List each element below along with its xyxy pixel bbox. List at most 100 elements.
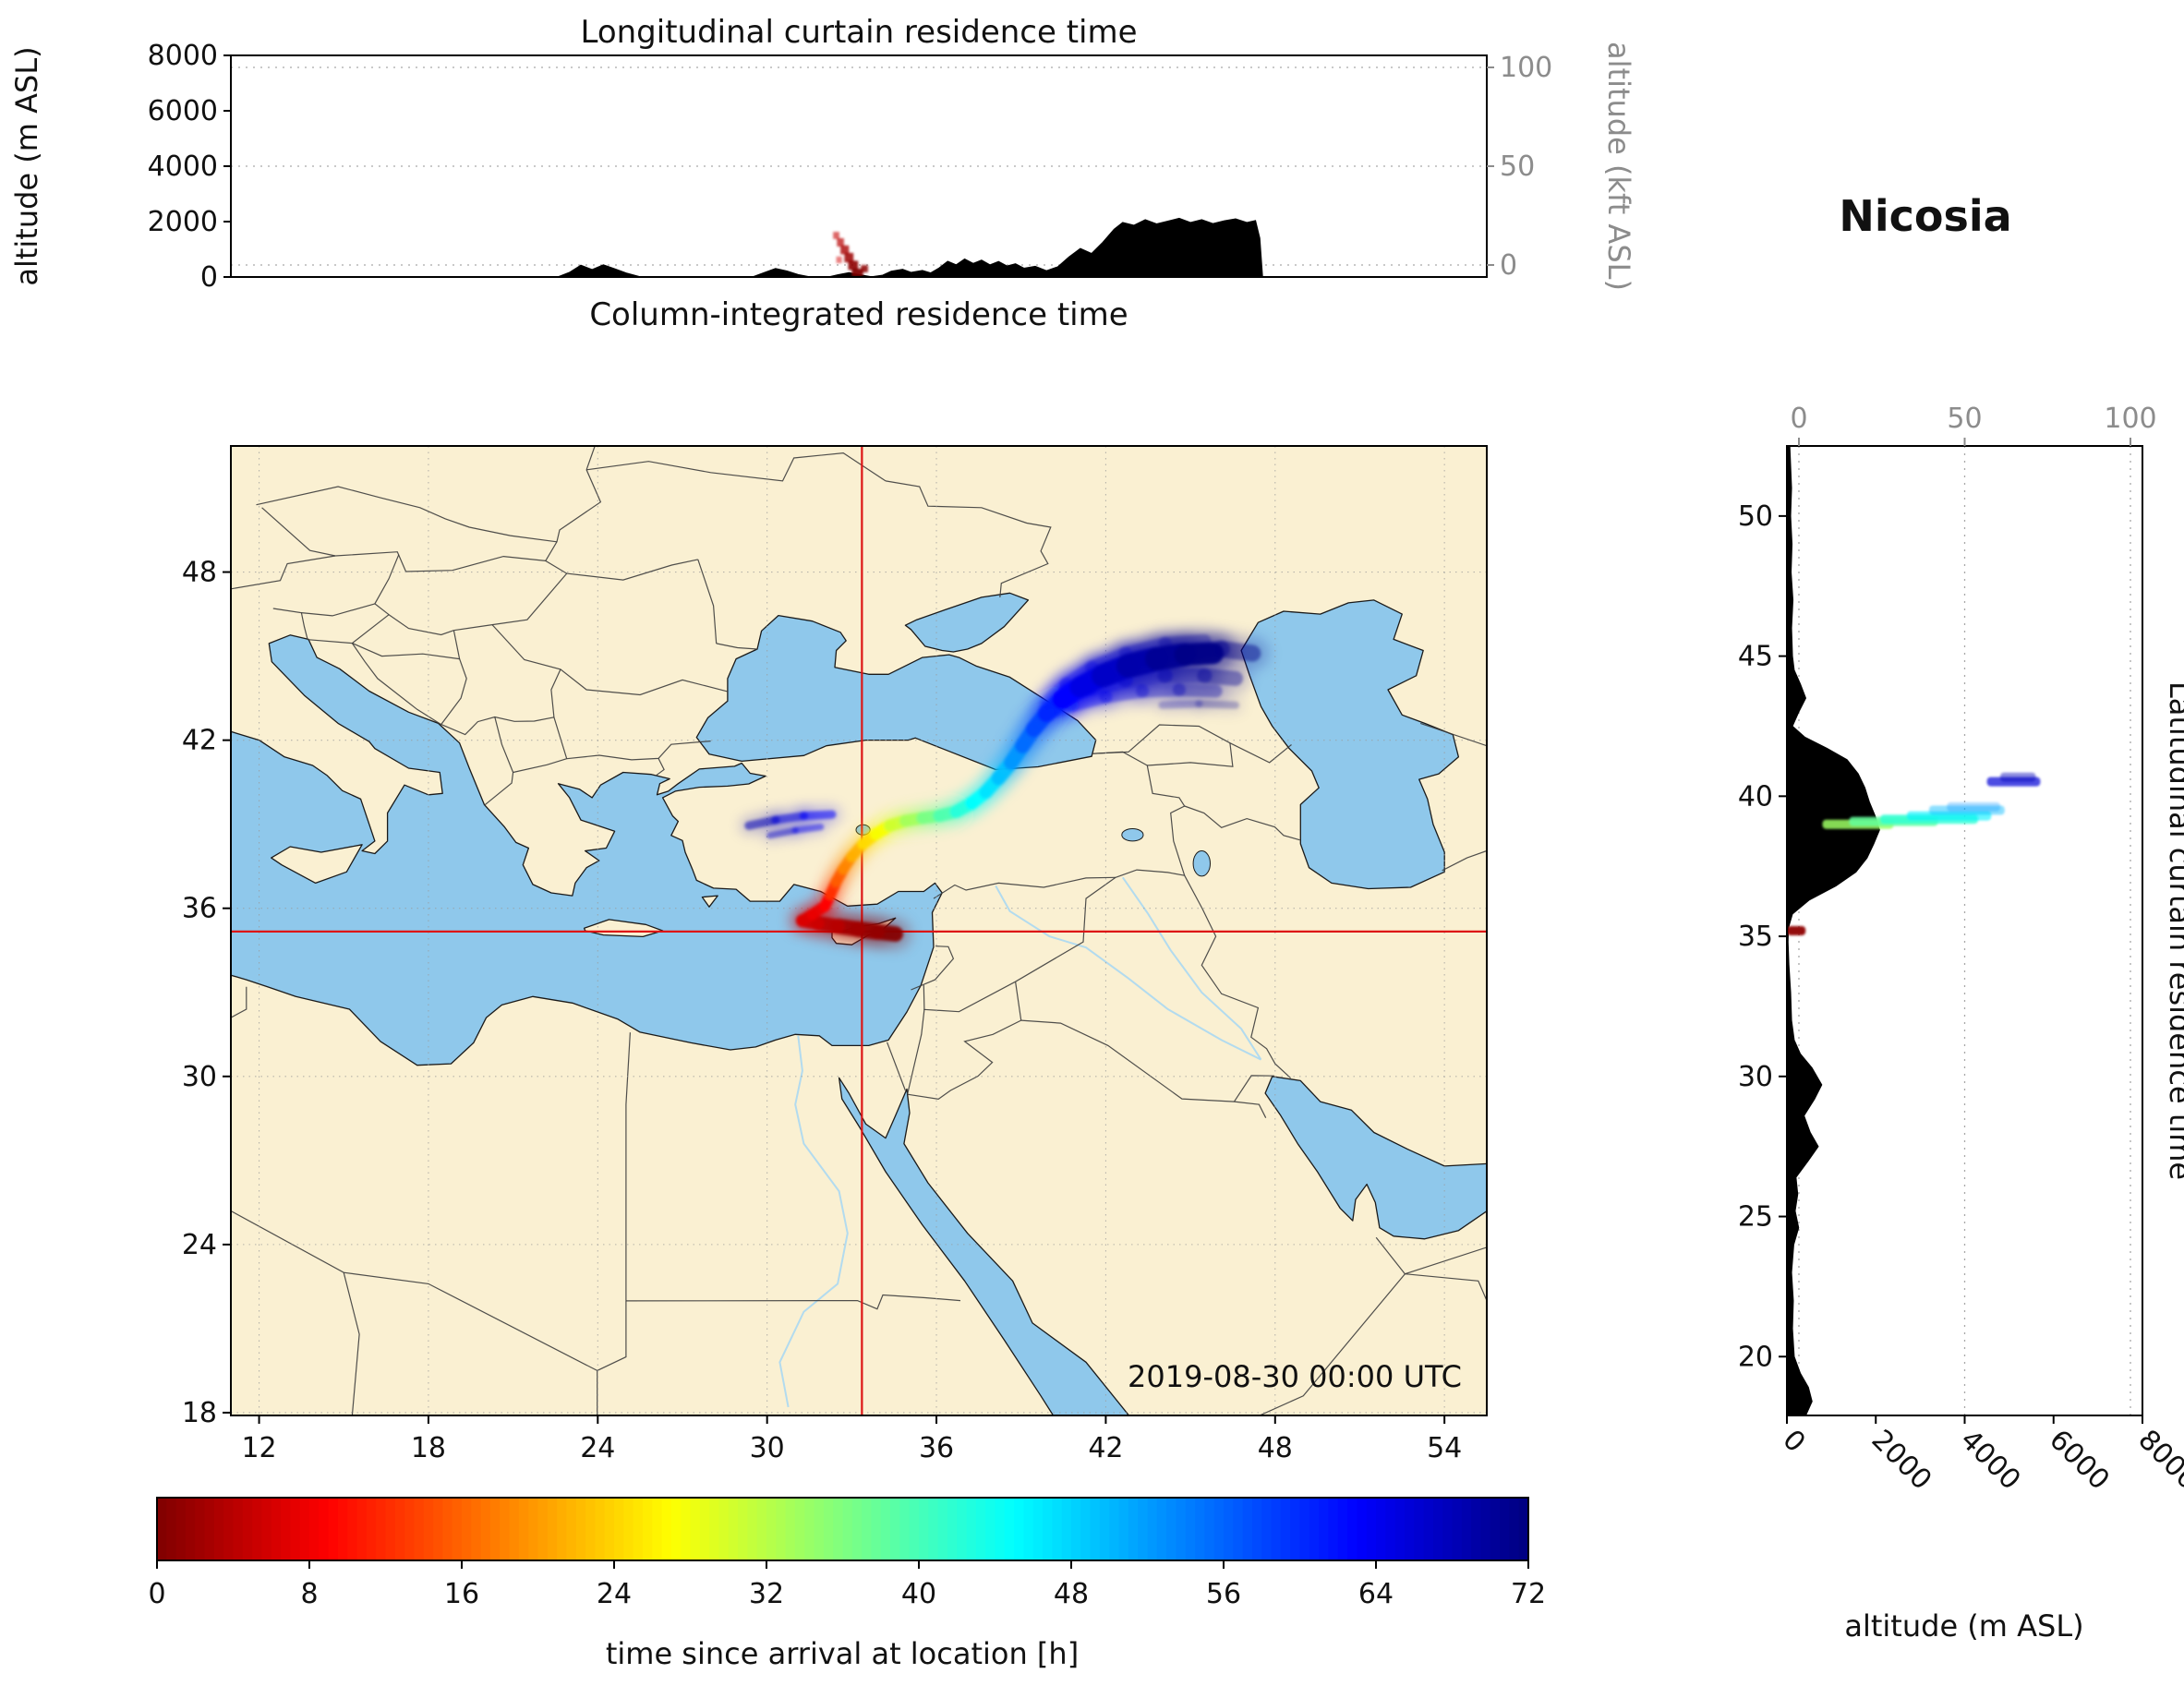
tick-label: 4000 (1954, 1424, 2027, 1497)
country-border (231, 986, 247, 1018)
plume-segment (1158, 633, 1212, 650)
country-border (1015, 981, 1022, 1021)
colorbar-cell (1071, 1498, 1082, 1560)
country-border (597, 1300, 627, 1415)
country-border (1015, 876, 1116, 982)
right-panel-xlabel: altitude (m ASL) (1844, 1608, 2083, 1644)
colorbar-cell (842, 1498, 853, 1560)
tick-label: 6000 (2043, 1424, 2116, 1497)
tick-label: 8 (300, 1578, 318, 1610)
country-border (1442, 849, 1487, 872)
colorbar-cell (1204, 1498, 1215, 1560)
colorbar-cell (1480, 1498, 1491, 1560)
colorbar-cell (985, 1498, 996, 1560)
plume-segment (1195, 700, 1239, 709)
colorbar-cell (471, 1498, 482, 1560)
colorbar-cell (1176, 1498, 1187, 1560)
colorbar-cell (995, 1498, 1006, 1560)
right-plume-cells (1787, 772, 2041, 935)
top-panel-plot (231, 66, 1487, 277)
tick-label: 8000 (2131, 1424, 2184, 1497)
colorbar-cell (614, 1498, 625, 1560)
colorbar-cell (1052, 1498, 1063, 1560)
colorbar-cell (528, 1498, 539, 1560)
colorbar-cell (928, 1498, 939, 1560)
country-border (697, 559, 718, 644)
right-panel-plot (1787, 446, 2131, 1415)
colorbar-cell (1490, 1498, 1501, 1560)
colorbar-cell (290, 1498, 301, 1560)
colorbar-cell (347, 1498, 358, 1560)
terrain-silhouette (1787, 446, 1880, 1415)
colorbar-cell (738, 1498, 749, 1560)
country-border (933, 876, 1116, 899)
colorbar-cell (1185, 1498, 1196, 1560)
country-border (1420, 722, 1487, 747)
colorbar-frame (156, 1497, 1529, 1561)
plume-segment (766, 826, 799, 839)
country-border (1375, 1236, 1406, 1275)
colorbar-cell (1423, 1498, 1434, 1560)
colorbar-cell (661, 1498, 672, 1560)
colorbar-cell (1032, 1498, 1044, 1560)
colorbar-cell (1509, 1498, 1520, 1560)
station-title: Nicosia (1839, 191, 2011, 241)
colorbar-cell (709, 1498, 720, 1560)
tick-label: 54 (1427, 1432, 1462, 1464)
country-border (351, 643, 442, 726)
colorbar-cell (566, 1498, 577, 1560)
country-border (1115, 869, 1185, 878)
colorbar-cell (442, 1498, 453, 1560)
country-border (1184, 874, 1292, 1079)
country-border (1259, 1273, 1406, 1415)
colorbar-cell (1414, 1498, 1425, 1560)
colorbar-cell (633, 1498, 644, 1560)
tick-label: 50 (1738, 500, 1773, 533)
plume-cell (840, 245, 850, 255)
tick-label: 35 (1738, 921, 1773, 953)
colorbar-cell (1014, 1498, 1025, 1560)
colorbar-cell (480, 1498, 491, 1560)
map-datetime: 2019-08-30 00:00 UTC (1128, 1359, 1462, 1394)
tick-label: 48 (1054, 1578, 1089, 1610)
colorbar-cell (1090, 1498, 1101, 1560)
colorbar-cell (851, 1498, 863, 1560)
colorbar-cell (204, 1498, 215, 1560)
colorbar-cell (1309, 1498, 1320, 1560)
colorbar-cell (547, 1498, 558, 1560)
plume-segment (771, 812, 808, 825)
country-border (885, 480, 1052, 597)
column-integrated-map-panel: 12 18 24 30 36 42 48 54 18 24 30 36 42 48 (182, 445, 1488, 1464)
colorbar-cell (804, 1498, 815, 1560)
colorbar-cell (699, 1498, 710, 1560)
tick-label: 42 (1088, 1432, 1123, 1464)
colorbar-cell (756, 1498, 767, 1560)
plume-cell (833, 232, 839, 239)
sea-persian-gulf (1264, 1076, 1487, 1240)
country-border (923, 981, 1016, 1013)
colorbar-cell (309, 1498, 320, 1560)
country-border (1405, 1273, 1487, 1301)
country-border (261, 507, 336, 557)
tick-label: 0 (1776, 1424, 1811, 1459)
colorbar-cell (414, 1498, 425, 1560)
colorbar-cell (1109, 1498, 1120, 1560)
colorbar-cell (223, 1498, 235, 1560)
colorbar-cell (1328, 1498, 1339, 1560)
colorbar-cell (652, 1498, 663, 1560)
country-border (716, 643, 758, 650)
colorbar-cell (1213, 1498, 1225, 1560)
colorbar-cell (1061, 1498, 1072, 1560)
tick-label: 36 (182, 893, 217, 925)
tick-label: 100 (1500, 52, 1552, 84)
colorbar-cell (394, 1498, 405, 1560)
colorbar-cell (880, 1498, 891, 1560)
top-panel-ylabel-right: altitude (kft ASL) (1601, 42, 1636, 291)
colorbar-label: time since arrival at location [h] (606, 1636, 1079, 1671)
tick-label: 40 (901, 1578, 936, 1610)
country-border (907, 984, 925, 1095)
tick-label: 50 (1947, 403, 1982, 435)
country-border (1092, 724, 1292, 764)
